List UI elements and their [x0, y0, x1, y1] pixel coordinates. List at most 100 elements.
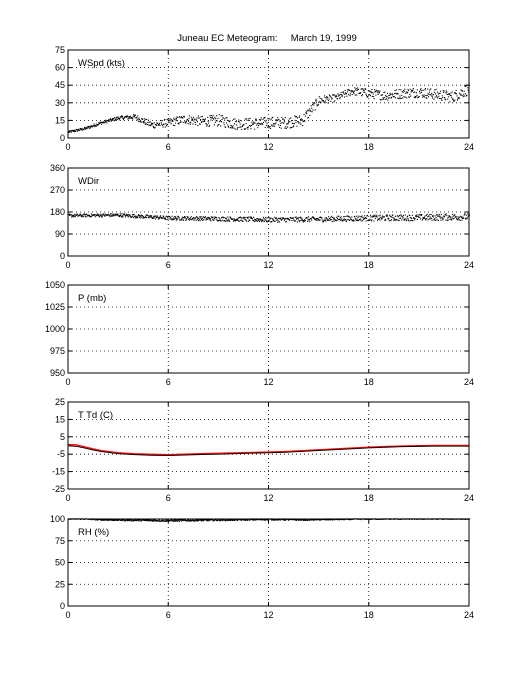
data-point — [335, 95, 337, 97]
data-point — [194, 519, 196, 521]
data-point — [301, 119, 303, 122]
data-point — [278, 217, 280, 219]
data-point — [445, 90, 447, 92]
data-point — [437, 97, 439, 99]
y-tick-label: 60 — [55, 63, 65, 73]
data-point — [166, 219, 168, 221]
data-point — [456, 95, 458, 97]
data-point — [92, 125, 95, 127]
data-point — [256, 123, 258, 125]
data-point — [111, 519, 113, 521]
data-point — [239, 123, 241, 125]
data-point — [466, 94, 468, 96]
data-point — [129, 520, 131, 522]
data-point — [299, 216, 302, 218]
data-point — [400, 97, 402, 100]
data-point — [316, 220, 318, 222]
data-point — [356, 94, 358, 96]
x-tick-label: 6 — [166, 610, 171, 620]
data-point — [349, 89, 351, 91]
data-point — [257, 218, 259, 220]
data-point — [409, 214, 411, 217]
data-point — [337, 93, 339, 95]
data-point — [277, 519, 279, 521]
data-point — [356, 89, 358, 92]
data-point — [373, 89, 376, 91]
data-point — [319, 97, 321, 99]
data-point — [392, 217, 394, 219]
data-point — [423, 216, 426, 219]
data-point — [249, 125, 252, 127]
data-point — [264, 519, 266, 521]
data-point — [424, 88, 426, 90]
data-point — [295, 519, 297, 521]
data-point — [107, 519, 109, 521]
data-point — [103, 214, 105, 216]
data-point — [289, 121, 291, 123]
data-point — [386, 215, 388, 217]
data-point — [250, 217, 252, 219]
data-point — [407, 219, 409, 221]
data-point — [113, 117, 116, 119]
data-point — [152, 217, 154, 220]
data-point — [272, 519, 274, 521]
data-point — [150, 216, 152, 218]
data-point — [148, 121, 150, 123]
data-point — [418, 214, 420, 216]
data-point — [378, 215, 380, 217]
data-point — [220, 121, 223, 123]
data-point — [361, 215, 363, 217]
data-point — [175, 218, 177, 220]
data-point — [89, 127, 91, 129]
data-point — [429, 89, 431, 91]
data-point — [167, 215, 170, 217]
data-point — [390, 216, 392, 218]
data-point — [196, 216, 198, 218]
data-point — [370, 90, 372, 92]
data-point — [343, 92, 345, 94]
data-point — [207, 520, 209, 522]
data-point — [184, 121, 186, 123]
data-point — [398, 216, 400, 218]
data-point — [151, 124, 153, 126]
data-point — [194, 118, 196, 120]
data-point — [248, 119, 250, 122]
data-point — [156, 215, 158, 217]
data-point — [284, 218, 286, 220]
data-point — [348, 219, 350, 221]
data-point — [202, 219, 204, 221]
data-point — [76, 130, 79, 132]
data-point — [190, 216, 192, 218]
data-point — [254, 118, 256, 120]
data-point — [310, 519, 312, 521]
data-point — [464, 213, 466, 215]
data-point — [457, 216, 459, 218]
data-point — [243, 519, 245, 521]
data-point — [80, 214, 82, 216]
data-point — [146, 118, 148, 120]
data-point — [415, 215, 417, 217]
data-point — [311, 219, 313, 221]
data-point — [391, 93, 393, 95]
data-point — [258, 220, 261, 223]
data-point — [114, 119, 116, 122]
data-point — [137, 115, 139, 117]
data-point — [94, 216, 96, 218]
data-point — [338, 215, 340, 217]
data-point — [270, 221, 272, 223]
data-point — [430, 94, 432, 96]
data-point — [271, 221, 273, 223]
data-point — [154, 520, 156, 522]
data-point — [245, 519, 247, 521]
data-point — [168, 118, 170, 120]
data-point — [90, 215, 92, 217]
data-point — [310, 110, 312, 112]
data-point — [197, 220, 199, 222]
data-point — [394, 218, 396, 220]
data-point — [202, 119, 204, 121]
data-point — [187, 216, 189, 218]
data-point — [301, 519, 303, 521]
data-point — [272, 123, 274, 125]
data-point — [440, 219, 442, 221]
data-point — [221, 219, 223, 221]
